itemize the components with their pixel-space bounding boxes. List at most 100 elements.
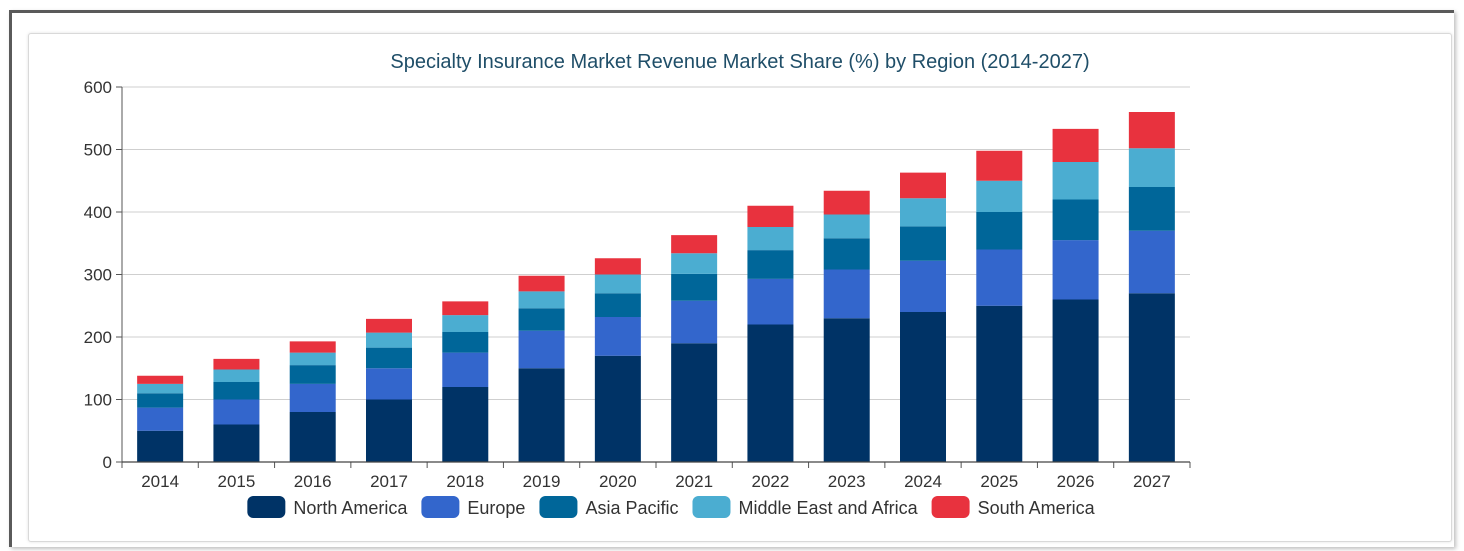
x-tick-label: 2024 — [904, 472, 942, 491]
bar-segment-middle-east-and-africa-2017 — [366, 332, 412, 348]
chart-title: Specialty Insurance Market Revenue Marke… — [390, 51, 1089, 73]
x-tick-label: 2026 — [1057, 472, 1095, 491]
bar-segment-middle-east-and-africa-2023 — [823, 214, 870, 239]
y-tick-label: 300 — [84, 266, 112, 285]
x-axis: 2014 2015 2016 2017 2018 2019 2020 2021 2022 2023… — [121, 461, 1191, 491]
bar-segment-north-america-2015 — [213, 424, 260, 462]
bar-segment-north-america-2026 — [1052, 299, 1099, 462]
bar-segment-middle-east-and-africa-2027 — [1128, 148, 1175, 187]
x-tick-label: 2018 — [446, 472, 484, 491]
legend-label: South America — [978, 498, 1096, 518]
bar-segment-europe-2018 — [442, 352, 489, 387]
legend: North America Europe Asia Pacific Middle Ea… — [247, 496, 1096, 518]
bars — [137, 112, 1175, 462]
x-tick-label: 2020 — [599, 472, 637, 491]
bar-segment-asia-pacific-2021 — [671, 273, 718, 301]
bar-segment-asia-pacific-2016 — [289, 365, 336, 384]
y-tick-label: 200 — [84, 328, 112, 347]
legend-label: Middle East and Africa — [738, 498, 918, 518]
bar-segment-middle-east-and-africa-2014 — [137, 383, 184, 394]
bar-segment-europe-2020 — [594, 317, 641, 356]
bar-segment-europe-2024 — [900, 260, 946, 312]
bar-segment-middle-east-and-africa-2022 — [747, 227, 794, 251]
bar-segment-europe-2019 — [518, 330, 565, 369]
chart-card — [28, 33, 1452, 542]
bar-segment-asia-pacific-2015 — [213, 382, 260, 400]
legend-label: Asia Pacific — [585, 498, 678, 518]
bar-segment-europe-2027 — [1128, 230, 1175, 294]
legend-swatch — [421, 496, 460, 518]
bar-segment-asia-pacific-2026 — [1052, 199, 1099, 241]
legend-swatch — [247, 496, 286, 518]
bar-segment-south-america-2021 — [671, 235, 718, 254]
bar-segment-europe-2025 — [976, 249, 1023, 306]
x-tick-label: 2027 — [1133, 472, 1171, 491]
x-tick-label: 2015 — [218, 472, 256, 491]
bar-segment-south-america-2026 — [1052, 128, 1099, 162]
bar-segment-middle-east-and-africa-2024 — [900, 198, 946, 227]
x-tick-label: 2017 — [370, 472, 408, 491]
legend-swatch — [539, 496, 578, 518]
x-tick-label: 2016 — [294, 472, 332, 491]
x-tick-label: 2025 — [980, 472, 1018, 491]
y-tick-label: 600 — [84, 78, 112, 97]
bar-segment-europe-2022 — [747, 278, 794, 325]
bar-segment-asia-pacific-2023 — [823, 238, 870, 270]
legend-label: North America — [293, 498, 408, 518]
bar-segment-middle-east-and-africa-2019 — [518, 291, 565, 309]
x-tick-label: 2019 — [523, 472, 561, 491]
bar-segment-europe-2021 — [671, 300, 718, 344]
bar-segment-north-america-2024 — [900, 312, 946, 462]
bar-segment-middle-east-and-africa-2016 — [289, 352, 336, 366]
bar-segment-europe-2026 — [1052, 240, 1099, 300]
bar-segment-asia-pacific-2018 — [442, 332, 489, 353]
bar-segment-north-america-2014 — [137, 430, 184, 462]
bar-segment-south-america-2023 — [823, 190, 870, 215]
bar-segment-middle-east-and-africa-2018 — [442, 315, 489, 332]
bar-segment-north-america-2016 — [289, 412, 336, 462]
bar-segment-asia-pacific-2019 — [518, 308, 565, 331]
legend-label: Europe — [467, 498, 525, 518]
bar-segment-asia-pacific-2022 — [747, 250, 794, 279]
x-tick-label: 2023 — [828, 472, 866, 491]
y-tick-label: 500 — [84, 141, 112, 160]
bar-segment-south-america-2015 — [213, 358, 260, 370]
bar-segment-asia-pacific-2017 — [366, 347, 412, 369]
bar-segment-north-america-2020 — [594, 355, 641, 462]
bar-segment-europe-2023 — [823, 269, 870, 319]
bar-segment-south-america-2014 — [137, 375, 184, 384]
bar-segment-north-america-2017 — [366, 399, 412, 462]
bar-segment-europe-2015 — [213, 399, 260, 425]
bar-segment-middle-east-and-africa-2021 — [671, 253, 718, 274]
y-axis: 0 100 200 300 400 500 600 — [84, 78, 123, 472]
bar-segment-north-america-2027 — [1128, 293, 1175, 462]
bar-segment-asia-pacific-2014 — [137, 393, 184, 408]
x-tick-label: 2022 — [752, 472, 790, 491]
bar-segment-north-america-2018 — [442, 387, 489, 462]
legend-swatch — [931, 496, 970, 518]
bar-segment-south-america-2017 — [366, 318, 412, 333]
bar-segment-asia-pacific-2025 — [976, 212, 1023, 250]
bar-segment-middle-east-and-africa-2015 — [213, 369, 260, 382]
bar-segment-south-america-2019 — [518, 275, 565, 292]
bar-segment-south-america-2016 — [289, 341, 336, 353]
bar-segment-europe-2014 — [137, 407, 184, 431]
bar-segment-north-america-2019 — [518, 368, 565, 462]
x-tick-label: 2014 — [141, 472, 179, 491]
legend-swatch — [692, 496, 731, 518]
bar-segment-middle-east-and-africa-2025 — [976, 180, 1023, 212]
bar-segment-south-america-2022 — [747, 205, 794, 227]
bar-segment-asia-pacific-2027 — [1128, 187, 1175, 231]
bar-segment-middle-east-and-africa-2020 — [594, 274, 641, 294]
bar-segment-north-america-2022 — [747, 324, 794, 462]
bar-segment-north-america-2021 — [671, 343, 718, 462]
y-tick-label: 100 — [84, 391, 112, 410]
bar-segment-asia-pacific-2024 — [900, 226, 946, 261]
y-tick-label: 400 — [84, 203, 112, 222]
bar-segment-south-america-2025 — [976, 150, 1023, 181]
bar-segment-asia-pacific-2020 — [594, 293, 641, 317]
bar-segment-europe-2017 — [366, 368, 412, 400]
x-tick-label: 2021 — [675, 472, 713, 491]
bar-segment-south-america-2024 — [900, 172, 946, 199]
